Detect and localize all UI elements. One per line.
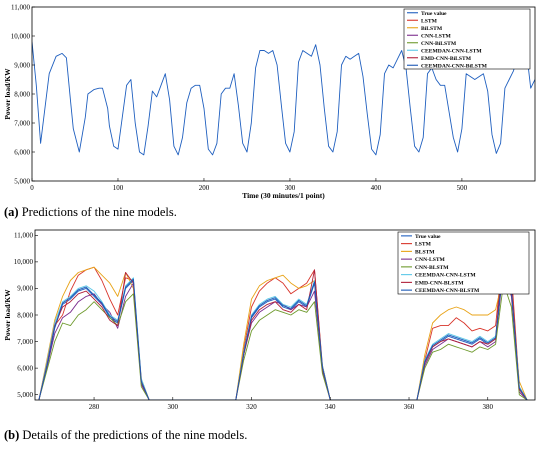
legend-entry-blstm: BLSTM [415, 249, 435, 255]
y-tick-label: 9,000 [17, 285, 33, 293]
x-tick-label: 100 [113, 184, 124, 192]
legend-box [403, 8, 531, 70]
y-tick-label: 5,000 [17, 391, 33, 399]
caption-b: (b) Details of the predictions of the ni… [4, 428, 247, 443]
series-group [38, 245, 528, 400]
legend-entry-lstm: LSTM [415, 242, 432, 248]
y-tick-label: 5,000 [14, 177, 30, 185]
legend: True valueLSTMBiLSTMCNN-LSTMCNN-BiLSTMCE… [403, 8, 531, 70]
y-tick-label: 7,000 [14, 119, 30, 127]
legend-entry-cnn-lstm: CNN-LSTM [415, 257, 446, 263]
caption-b-label: (b) [4, 428, 20, 442]
caption-b-text: Details of the predictions of the nine m… [19, 428, 248, 442]
y-tick-label: 11,000 [11, 3, 30, 11]
y-tick-label: 6,000 [17, 364, 33, 372]
legend-entry-lstm: LSTM [421, 18, 438, 24]
series-line-true-value [38, 264, 528, 400]
caption-a-text: Predictions of the nine models. [18, 205, 177, 219]
y-tick-label: 7,000 [17, 338, 33, 346]
x-axis-label: Time (30 minutes/1 point) [242, 191, 325, 200]
series-line-lstm [38, 248, 528, 400]
series-line-ceemdan-cnn-lstm [38, 261, 528, 400]
legend-entry-emd-cnn-bilstm: EMD-CNN-BiLSTM [421, 56, 472, 62]
y-tick-label: 8,000 [14, 90, 30, 98]
x-tick-label: 380 [483, 403, 494, 411]
x-tick-label: 360 [404, 403, 415, 411]
series-group [32, 41, 535, 156]
legend-entry-ceemdan-cnn-blstm: CEEMDAN-CNN-BLSTM [415, 288, 480, 294]
y-tick-label: 8,000 [17, 311, 33, 319]
legend-entry-ceemdan-cnn-lstm: CEEMDAN-CNN-LSTM [421, 48, 482, 54]
x-tick-label: 300 [285, 184, 296, 192]
x-tick-label: 340 [325, 403, 336, 411]
y-tick-label: 6,000 [14, 148, 30, 156]
series-line-ceemdan-cnn-blstm [38, 262, 528, 400]
legend-entry-true-value: True value [415, 234, 441, 240]
x-tick-label: 200 [199, 184, 210, 192]
y-tick-label: 11,000 [14, 232, 33, 240]
legend-entry-cnn-bilstm: CNN-BiLSTM [421, 41, 457, 47]
legend-entry-ceemdan-cnn-lstm: CEEMDAN-CNN-LSTM [415, 273, 476, 279]
caption-a-label: (a) [4, 205, 19, 219]
y-axis-label: Power load/KW [3, 289, 12, 341]
legend-entry-emd-cnn-blstm: EMD-CNN-BLSTM [415, 280, 464, 286]
x-tick-label: 500 [457, 184, 468, 192]
legend-entry-true-value: True value [421, 11, 447, 17]
y-tick-label: 9,000 [14, 61, 30, 69]
x-tick-label: 0 [30, 184, 34, 192]
series-line-true-value [32, 41, 535, 156]
x-tick-label: 320 [246, 403, 257, 411]
x-tick-label: 280 [89, 403, 100, 411]
y-axis-label: Power load/KW [3, 68, 12, 120]
caption-a: (a) Predictions of the nine models. [4, 205, 177, 220]
series-line-emd-cnn-blstm [38, 245, 528, 400]
y-tick-label: 10,000 [11, 32, 31, 40]
chart-panel-b: 280 300 320 340 360 380 5,000 6,000 7,000 8,000 9,… [3, 229, 536, 411]
legend-box [397, 231, 530, 295]
x-tick-label: 400 [371, 184, 382, 192]
legend-entry-bilstm: BiLSTM [421, 26, 443, 32]
series-line-blstm [38, 266, 528, 400]
y-tick-label: 10,000 [14, 258, 34, 266]
series-line-cnn-blstm [38, 282, 528, 400]
legend-entry-cnn-blstm: CNN-BLSTM [415, 265, 449, 271]
chart-panel-a: 0 100 200 300 400 500 5,000 6,000 7,000 8,000 9,00… [3, 3, 536, 200]
x-tick-label: 300 [168, 403, 179, 411]
legend-entry-cnn-lstm: CNN-LSTM [421, 33, 452, 39]
legend-entry-ceemdan-cnn-bilstm: CEEMDAN-CNN-BiLSTM [421, 63, 488, 69]
